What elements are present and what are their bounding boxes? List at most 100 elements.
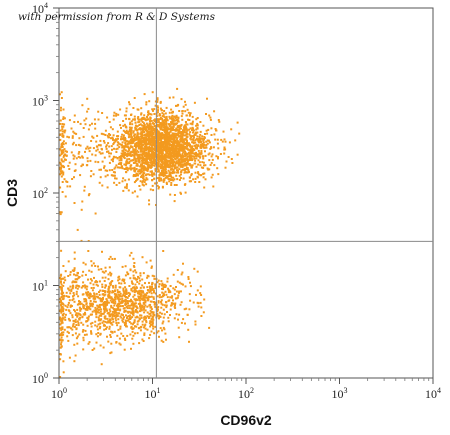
event-dot [79, 122, 82, 125]
event-dot [141, 128, 144, 131]
event-dot [167, 316, 170, 319]
event-dot [124, 141, 127, 144]
event-dot [172, 143, 175, 146]
event-dot [189, 285, 192, 288]
event-dot [67, 301, 70, 304]
event-dot [167, 175, 170, 178]
event-dot [142, 127, 145, 130]
event-dot [160, 179, 163, 182]
event-dot [144, 128, 147, 130]
event-dot [121, 278, 124, 281]
event-dot [171, 134, 174, 137]
event-dot [173, 184, 176, 186]
event-dot [175, 286, 177, 288]
event-dot [163, 161, 166, 164]
event-dot [178, 290, 181, 293]
event-dot [107, 320, 110, 323]
event-dot [59, 316, 62, 319]
event-dot [123, 310, 126, 313]
event-dot [119, 156, 121, 159]
event-dot [118, 290, 121, 293]
event-dot [163, 142, 166, 145]
event-dot [162, 148, 165, 151]
event-dot [134, 160, 137, 162]
event-dot [112, 299, 115, 302]
event-dot [139, 314, 142, 317]
event-dot [189, 164, 192, 167]
event-dot [90, 170, 93, 172]
event-dot [102, 320, 105, 323]
event-dot [179, 303, 182, 306]
event-dot [128, 101, 130, 104]
event-dot [170, 122, 173, 125]
event-dot [150, 125, 153, 128]
event-dot [165, 125, 168, 128]
event-dot [60, 280, 62, 283]
event-dot [194, 139, 197, 142]
event-dot [162, 326, 165, 329]
event-dot [167, 137, 170, 139]
event-dot [140, 117, 143, 120]
event-dot [164, 112, 167, 115]
event-dot [111, 169, 114, 171]
event-dot [161, 185, 164, 188]
event-dot [73, 251, 76, 254]
event-dot [162, 136, 165, 139]
event-dot [129, 138, 132, 141]
event-dot [146, 130, 148, 132]
event-dot [119, 286, 122, 289]
event-dot [154, 131, 157, 133]
event-dot [91, 289, 94, 292]
event-dot [108, 258, 111, 260]
event-dot [189, 281, 191, 284]
event-dot [152, 127, 155, 130]
event-dot [72, 323, 75, 326]
event-dot [103, 271, 106, 274]
event-dot [202, 161, 205, 164]
event-dot [171, 126, 173, 129]
event-dot [131, 191, 134, 194]
event-dot [128, 316, 131, 319]
event-dot [108, 133, 111, 135]
event-dot [80, 321, 83, 324]
event-dot [188, 128, 191, 131]
event-dot [161, 170, 164, 173]
event-dot [124, 322, 127, 325]
event-dot [138, 317, 141, 320]
event-dot [161, 142, 164, 145]
event-dot [163, 130, 166, 133]
event-dot [126, 271, 129, 274]
event-dot [115, 322, 118, 324]
event-dot [148, 322, 151, 325]
event-dot [151, 317, 154, 320]
event-dot [78, 317, 81, 320]
event-dot [116, 289, 119, 292]
event-dot [104, 290, 107, 293]
event-dot [172, 162, 175, 165]
event-dot [146, 132, 149, 135]
event-dot [165, 159, 168, 162]
event-dot [122, 290, 125, 293]
event-dot [175, 149, 178, 152]
event-dot [131, 138, 134, 141]
event-dot [148, 199, 150, 202]
event-dot [82, 293, 85, 296]
event-dot [65, 154, 68, 157]
event-dot [92, 173, 95, 176]
event-dot [181, 164, 184, 167]
event-dot [154, 162, 157, 165]
event-dot [211, 158, 214, 161]
event-dot [177, 132, 180, 135]
event-dot [150, 323, 152, 326]
event-dot [140, 316, 143, 319]
event-dot [114, 310, 117, 313]
event-dot [104, 129, 107, 132]
event-dot [97, 332, 100, 334]
event-dot [85, 164, 88, 167]
event-dot [162, 284, 165, 287]
event-dot [89, 308, 92, 311]
event-dot [162, 308, 165, 311]
event-dot [78, 300, 80, 303]
event-dot [138, 282, 141, 285]
event-dot [117, 279, 120, 282]
